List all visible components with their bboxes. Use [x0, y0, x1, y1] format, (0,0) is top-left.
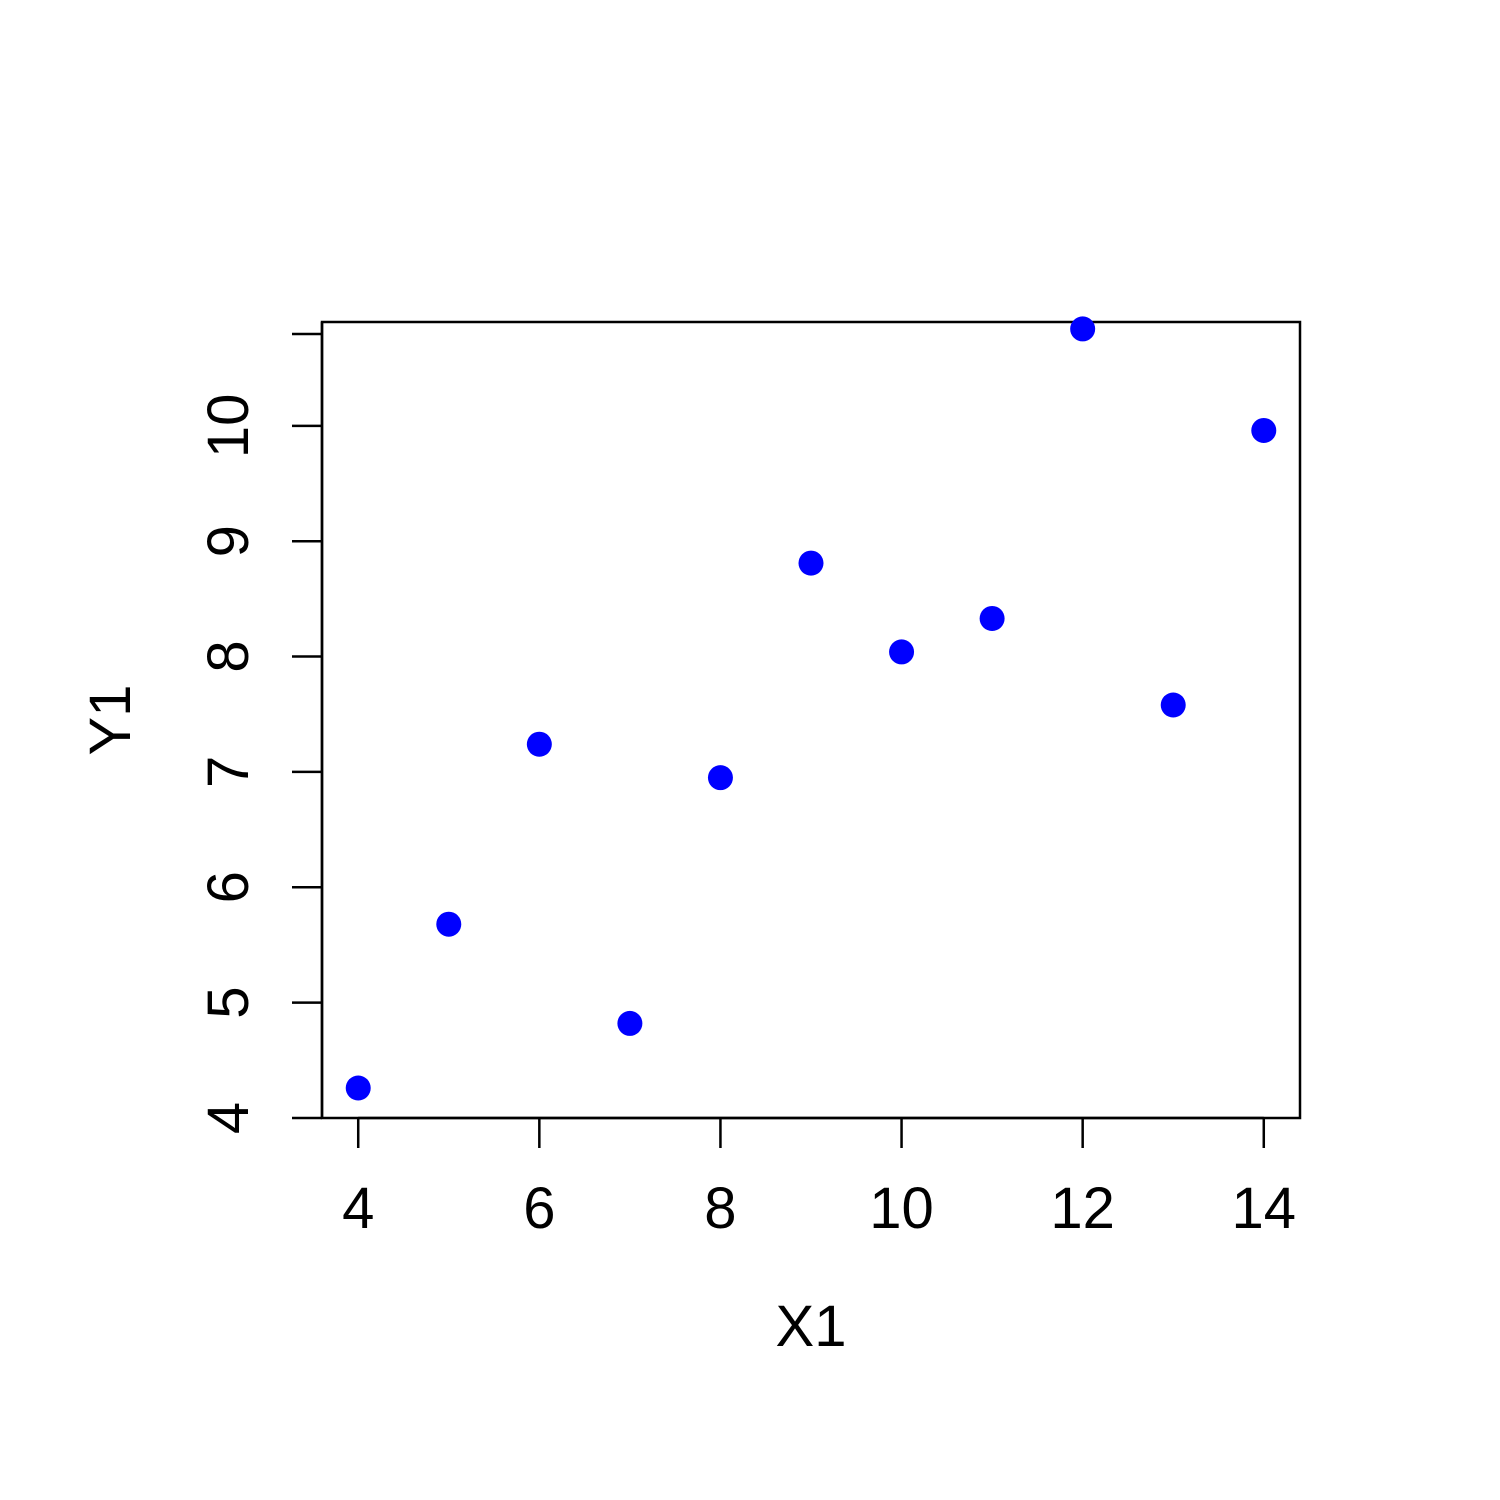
data-point [1070, 316, 1096, 342]
x-tick-label: 8 [704, 1176, 736, 1241]
data-point [345, 1075, 371, 1101]
x-tick-label: 4 [342, 1176, 374, 1241]
y-axis-title: Y1 [78, 685, 143, 756]
x-tick-label: 14 [1232, 1176, 1297, 1241]
data-point [617, 1010, 643, 1036]
data-point [798, 550, 824, 576]
plot-frame [320, 320, 1302, 1120]
y-tick-label: 10 [196, 394, 261, 459]
x-tick-label: 10 [869, 1176, 934, 1241]
data-point [1251, 417, 1277, 443]
y-tick-label: 9 [196, 525, 261, 557]
data-point [707, 765, 733, 791]
y-axis: 4 5 6 7 8 9 10 [196, 322, 324, 1134]
data-point [889, 639, 915, 665]
x-axis: 4 6 8 10 12 14 [342, 1116, 1297, 1241]
y-tick-label: 5 [196, 987, 261, 1019]
y-tick-label: 7 [196, 756, 261, 788]
y-tick-label: 6 [196, 871, 261, 903]
data-point [979, 605, 1005, 631]
data-point [436, 911, 462, 937]
data-points [345, 316, 1277, 1101]
data-point [526, 731, 552, 757]
y-tick-label: 8 [196, 640, 261, 672]
y-tick-label: 4 [196, 1102, 261, 1134]
data-point [1160, 692, 1186, 718]
x-axis-title: X1 [776, 1294, 847, 1359]
x-tick-label: 12 [1050, 1176, 1115, 1241]
x-tick-label: 6 [523, 1176, 555, 1241]
